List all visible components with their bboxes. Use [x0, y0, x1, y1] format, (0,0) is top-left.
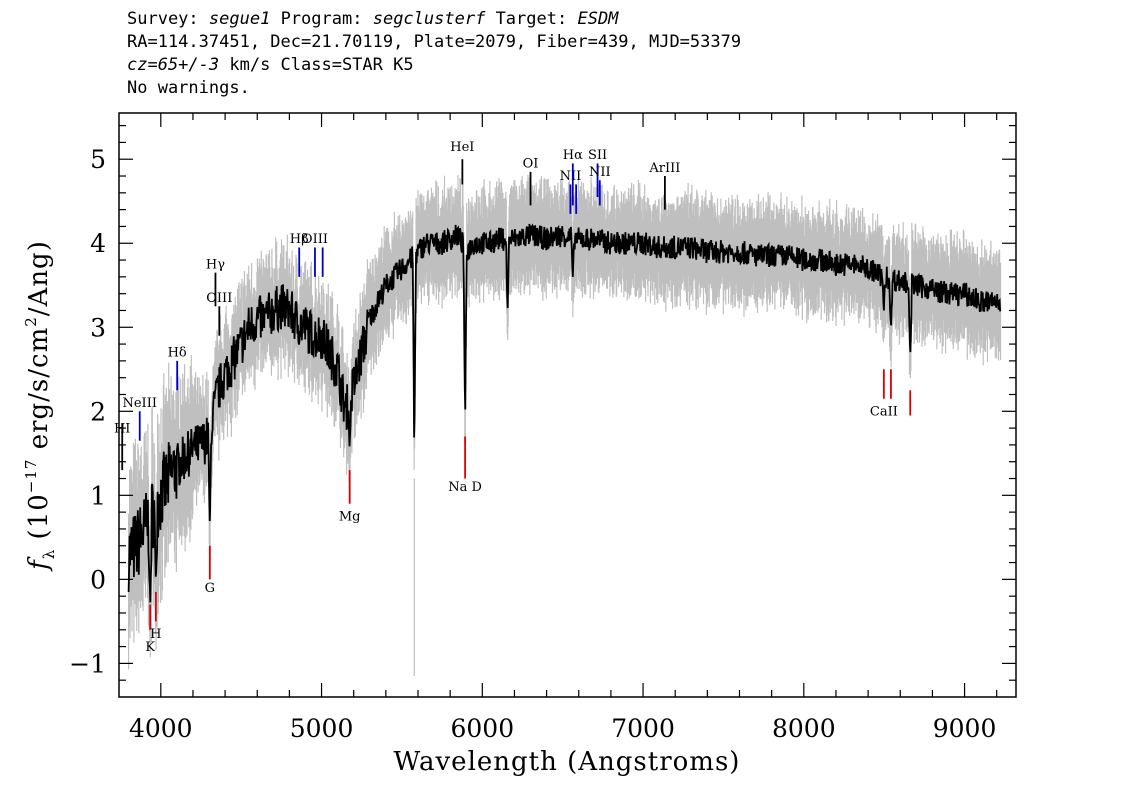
class-text: km/s Class=STAR K5: [219, 55, 414, 75]
emission-line-label: Hδ: [168, 346, 187, 361]
target-label: Target:: [495, 9, 568, 29]
y-axis-title: fλ (10−17 erg/s/cm2/Ang): [22, 240, 58, 572]
flux-line: [127, 223, 1002, 603]
absorption-line-label: G: [205, 581, 215, 596]
header-line-2: RA=114.37451, Dec=21.70119, Plate=2079, …: [127, 32, 742, 52]
absorption-line-label: Na D: [448, 480, 482, 495]
emission-line-label: Hβ: [290, 232, 309, 247]
y-tick-label: −1: [69, 649, 106, 678]
header-line-3: cz=65+/-3 km/s Class=STAR K5: [127, 54, 741, 77]
emission-line-label: Hγ: [206, 257, 225, 272]
x-tick-label: 7000: [611, 714, 675, 743]
x-tick-label: 9000: [933, 714, 997, 743]
redshift-value: cz=65+/-3: [127, 55, 220, 75]
absorption-line-label: K: [145, 640, 155, 655]
flux-series: [127, 223, 1002, 603]
program-label: Program:: [280, 9, 363, 29]
emission-line-label: OI: [523, 157, 539, 172]
x-tick-label: 6000: [450, 714, 514, 743]
absorption-line-label: Mg: [339, 510, 361, 525]
y-tick-label: 0: [90, 565, 106, 594]
absorption-line-label: H: [150, 627, 161, 642]
plot-frame: [118, 112, 1017, 698]
spectrum-header: Survey: segue1 Program: segclusterf Targ…: [127, 8, 741, 100]
y-tick-label: 3: [90, 313, 106, 342]
target-value: ESDM: [577, 9, 619, 29]
x-axis-title: Wavelength (Angstroms): [394, 747, 741, 777]
x-tick-label: 8000: [772, 714, 836, 743]
y-tick-label: 4: [90, 229, 106, 258]
absorption-line-label: CaII: [870, 405, 898, 420]
emission-line-label: NII: [560, 169, 582, 184]
emission-line-label: ArIII: [648, 161, 680, 176]
survey-value: segue1: [208, 9, 271, 29]
emission-line-label: HeI: [450, 140, 474, 155]
noise-spikes: [128, 172, 1002, 670]
emission-line-label: NII: [589, 165, 611, 180]
y-tick-label: 2: [90, 397, 106, 426]
x-tick-label: 5000: [290, 714, 354, 743]
emission-line-label: Hα: [563, 148, 583, 163]
emission-line-label: OIII: [302, 232, 328, 247]
header-line-4: No warnings.: [127, 78, 250, 98]
emission-line-label: HI: [114, 421, 130, 436]
axis-ticks: 4000 5000 6000 7000 8000 9000 −1 0 1 2 3 4 5: [69, 113, 1016, 743]
x-tick-label: 4000: [129, 714, 193, 743]
y-tick-label: 1: [90, 481, 106, 510]
header-line-1: Survey: segue1 Program: segclusterf Targ…: [127, 8, 741, 31]
survey-label: Survey:: [127, 9, 199, 29]
emission-line-label: OIII: [206, 291, 232, 306]
emission-line-label: SII: [588, 148, 607, 163]
emission-line-label: NeIII: [122, 396, 156, 411]
noise-band: [128, 172, 1002, 676]
program-value: segclusterf: [372, 9, 486, 29]
y-tick-label: 5: [90, 145, 106, 174]
